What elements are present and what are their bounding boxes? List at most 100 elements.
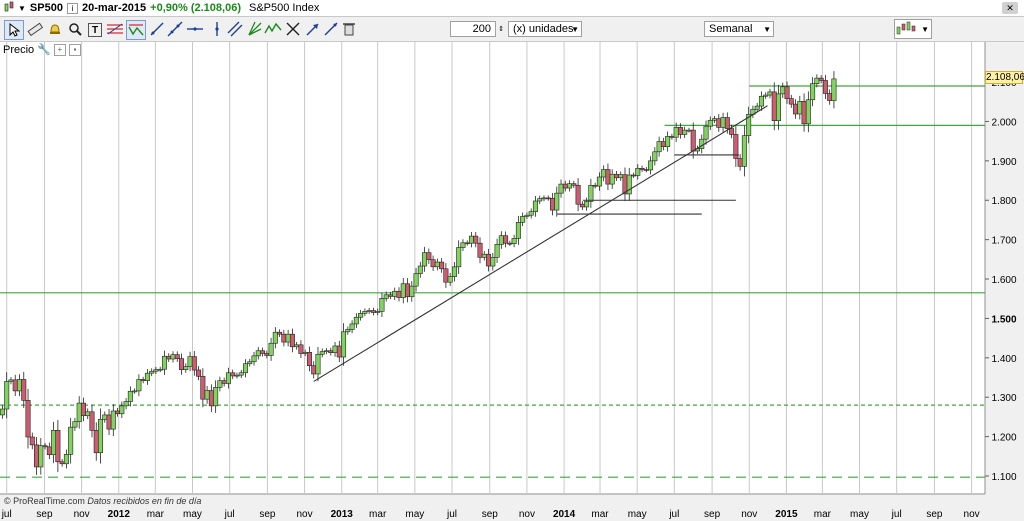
candle-body: [775, 93, 781, 121]
wrench-icon[interactable]: 🔧: [37, 44, 51, 56]
fibonacci-icon[interactable]: [106, 20, 124, 38]
wave-icon[interactable]: [264, 20, 282, 38]
candle-body: [456, 247, 462, 268]
x-tick-label: may: [850, 509, 869, 520]
data-note: Datos recibidos en fin de día: [87, 496, 202, 506]
candle-body: [16, 379, 22, 392]
candle-body: [673, 127, 679, 138]
horizontal-line-icon[interactable]: [186, 20, 204, 38]
candle-body: [294, 344, 300, 348]
candle-body: [447, 276, 453, 283]
title-bar: ▼ SP500 i 20-mar-2015 +0,90% (2.108,06) …: [0, 0, 1024, 17]
dropdown-arrow-icon[interactable]: ▼: [18, 3, 26, 13]
candle-body: [306, 352, 312, 366]
candle-body: [805, 99, 811, 125]
x-tick-label: nov: [519, 509, 535, 520]
candle-body: [677, 127, 683, 135]
units-spinner-icon[interactable]: ⇕: [498, 26, 504, 33]
candle-body: [618, 174, 624, 179]
candle-body: [366, 310, 372, 312]
price-axis: [985, 42, 1024, 494]
copyright-text: © ProRealTime.com: [4, 496, 85, 506]
period-select[interactable]: Semanal ▼: [704, 21, 774, 37]
x-tick-label: jul: [224, 509, 235, 520]
candle-body: [298, 344, 304, 354]
candle-body: [379, 298, 385, 312]
candle-body: [383, 294, 389, 299]
channel-icon[interactable]: [226, 20, 244, 38]
candle-body: [822, 80, 828, 94]
text-icon[interactable]: T: [88, 23, 102, 37]
candle-body: [601, 169, 607, 178]
candle-body: [507, 242, 513, 245]
candle-body: [46, 446, 52, 456]
x-tick-label: mar: [369, 509, 387, 520]
x-tick-label: 2012: [108, 509, 131, 520]
ruler-icon[interactable]: [26, 20, 44, 38]
candle-body: [558, 183, 564, 194]
candle-body: [784, 86, 790, 99]
andrews-icon[interactable]: [246, 20, 264, 38]
gann-icon[interactable]: [284, 20, 302, 38]
close-icon[interactable]: ✕: [1002, 2, 1018, 14]
price-chart[interactable]: 2.1002.0001.9001.8001.7001.6001.5001.400…: [0, 42, 1024, 521]
candle-body: [289, 333, 295, 348]
symbol-name[interactable]: SP500: [29, 2, 63, 14]
candle-body: [439, 261, 445, 270]
info-icon[interactable]: i: [66, 2, 78, 14]
candle-body: [396, 290, 402, 298]
candle-body: [115, 410, 121, 415]
candle-body: [358, 313, 364, 318]
x-tick-label: nov: [74, 509, 90, 520]
candle-body: [481, 253, 487, 258]
chevron-down-icon: ▼: [921, 25, 929, 34]
quote-change: +0,90% (2.108,06): [150, 2, 241, 14]
candle-body: [767, 91, 773, 96]
candle-body: [831, 78, 837, 101]
expand-icon[interactable]: +: [53, 43, 66, 56]
candle-body: [468, 235, 474, 244]
candle-body: [588, 184, 594, 202]
vertical-line-icon[interactable]: [208, 20, 226, 38]
units-input[interactable]: 200: [450, 21, 496, 37]
candle-body: [498, 235, 504, 245]
candle-body: [234, 374, 240, 377]
zoom-icon[interactable]: [66, 20, 84, 38]
x-tick-label: sep: [259, 509, 276, 520]
instrument-name: S&P500 Index: [249, 2, 320, 14]
candle-body: [494, 244, 500, 258]
line-tool-icon[interactable]: [322, 20, 340, 38]
arrow-icon[interactable]: [304, 20, 322, 38]
candle-body: [324, 350, 330, 353]
price-panel-label: Precio 🔧 + ▪: [3, 43, 81, 56]
candle-body: [686, 129, 692, 132]
candle-body: [584, 201, 590, 208]
candle-body: [179, 358, 185, 370]
candle-body: [85, 411, 91, 417]
candle-body: [8, 379, 14, 382]
settings-icon[interactable]: ▪: [68, 43, 81, 56]
quote-date: 20-mar-2015: [81, 2, 147, 14]
trash-icon[interactable]: [340, 20, 358, 38]
trendline-icon[interactable]: [148, 20, 166, 38]
candle-body: [464, 242, 470, 245]
line-icon[interactable]: [166, 20, 184, 38]
alarm-icon[interactable]: [46, 20, 64, 38]
chart-style-icon[interactable]: [126, 20, 146, 40]
x-tick-label: jul: [891, 509, 902, 520]
candle-body: [741, 135, 747, 167]
candle-body: [285, 333, 291, 343]
y-tick-label: 1.900: [991, 157, 1016, 168]
candle-body: [451, 266, 457, 277]
candle-body: [712, 118, 718, 121]
x-tick-label: mar: [147, 509, 165, 520]
candle-body: [25, 400, 31, 438]
candle-body: [596, 176, 602, 187]
candle-body: [80, 402, 86, 417]
chart-type-button[interactable]: ▼: [894, 19, 932, 39]
x-tick-label: may: [405, 509, 424, 520]
cursor-icon[interactable]: [4, 20, 24, 40]
candle-body: [149, 370, 155, 374]
units-select[interactable]: (x) unidades ▼: [508, 21, 582, 37]
x-tick-label: sep: [482, 509, 499, 520]
